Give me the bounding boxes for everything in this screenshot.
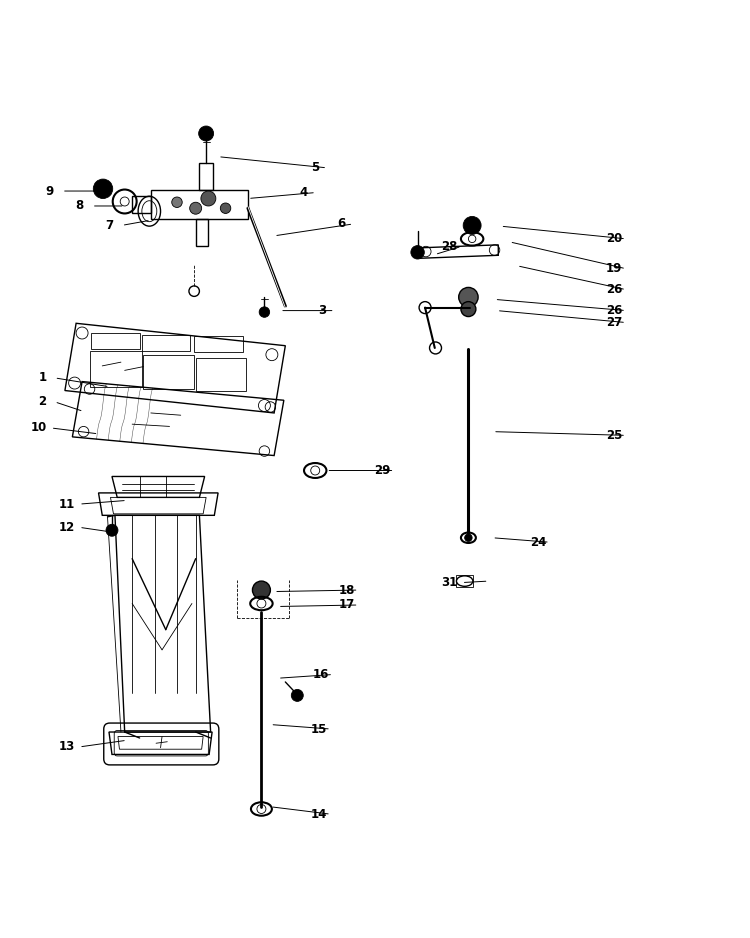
Text: 4: 4 bbox=[300, 186, 308, 199]
Text: 28: 28 bbox=[442, 240, 458, 253]
Text: 8: 8 bbox=[76, 200, 84, 213]
Text: 1: 1 bbox=[38, 371, 46, 385]
Text: 18: 18 bbox=[338, 583, 355, 597]
Text: 6: 6 bbox=[338, 218, 346, 231]
Text: 20: 20 bbox=[606, 233, 622, 246]
Text: 10: 10 bbox=[31, 421, 46, 434]
Text: 25: 25 bbox=[606, 429, 622, 442]
Circle shape bbox=[199, 126, 214, 141]
Text: 29: 29 bbox=[374, 464, 391, 477]
Text: 7: 7 bbox=[106, 219, 114, 232]
Text: 13: 13 bbox=[59, 740, 75, 753]
Text: 16: 16 bbox=[313, 668, 329, 681]
Circle shape bbox=[464, 217, 481, 234]
Text: 27: 27 bbox=[606, 316, 622, 329]
Text: 5: 5 bbox=[311, 161, 320, 174]
Text: 24: 24 bbox=[530, 536, 546, 549]
Circle shape bbox=[93, 179, 112, 199]
Text: 12: 12 bbox=[59, 521, 75, 534]
Text: 2: 2 bbox=[38, 395, 46, 408]
Text: 26: 26 bbox=[606, 304, 622, 317]
Circle shape bbox=[461, 302, 476, 316]
Circle shape bbox=[465, 534, 472, 541]
Text: 14: 14 bbox=[310, 808, 327, 821]
Circle shape bbox=[260, 307, 270, 317]
Circle shape bbox=[172, 197, 182, 207]
Text: 11: 11 bbox=[59, 498, 75, 510]
Text: 17: 17 bbox=[338, 598, 355, 612]
Circle shape bbox=[106, 524, 118, 537]
Circle shape bbox=[459, 287, 478, 307]
Circle shape bbox=[220, 203, 231, 214]
Text: 26: 26 bbox=[606, 283, 622, 296]
Text: 31: 31 bbox=[442, 576, 458, 589]
Text: 19: 19 bbox=[606, 263, 622, 275]
Circle shape bbox=[190, 203, 202, 214]
Circle shape bbox=[411, 246, 424, 259]
Circle shape bbox=[291, 689, 303, 702]
Circle shape bbox=[253, 581, 271, 599]
Text: 3: 3 bbox=[319, 304, 327, 317]
Text: 15: 15 bbox=[310, 722, 327, 735]
Text: 9: 9 bbox=[46, 185, 54, 198]
Circle shape bbox=[201, 191, 216, 206]
